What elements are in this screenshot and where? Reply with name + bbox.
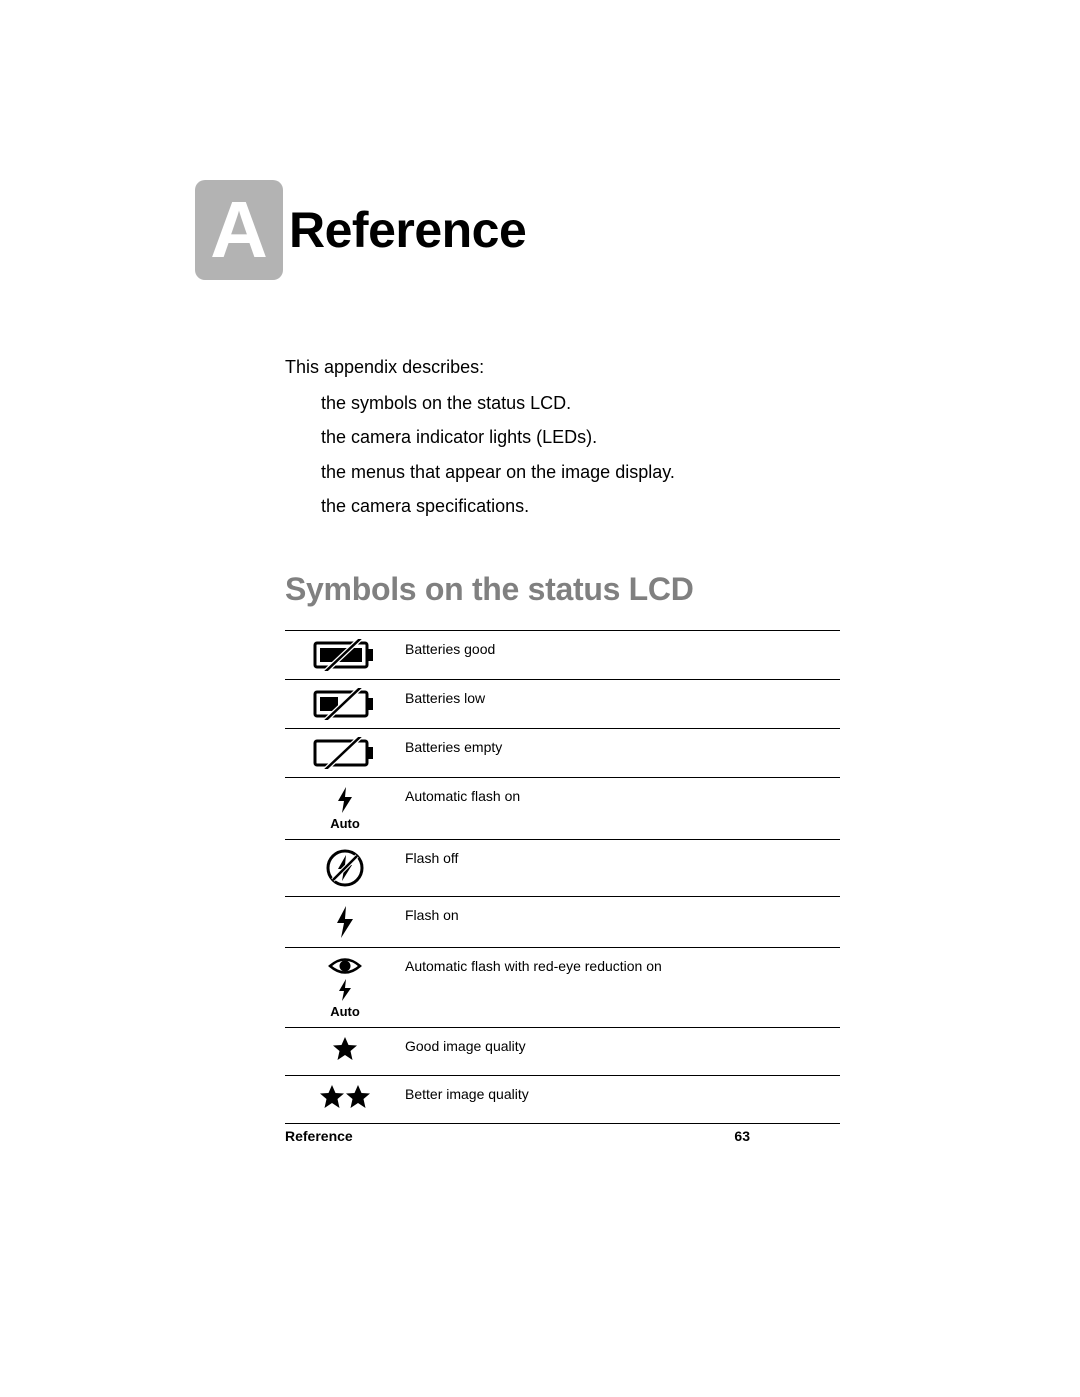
table-row: Auto Automatic flash with red-eye reduct… [285, 948, 840, 1028]
symbol-desc: Better image quality [405, 1082, 840, 1102]
table-row: Better image quality [285, 1076, 840, 1124]
battery-empty-icon [285, 735, 405, 769]
auto-label: Auto [330, 1004, 360, 1019]
symbol-desc: Automatic flash on [405, 784, 840, 804]
table-row: Flash off [285, 840, 840, 897]
intro-lead: This appendix describes: [285, 350, 885, 384]
table-row: Auto Automatic flash on [285, 778, 840, 840]
appendix-badge: A [195, 180, 283, 280]
heading-row: A Reference [195, 180, 885, 280]
battery-good-icon [285, 637, 405, 671]
symbol-desc: Flash off [405, 846, 840, 866]
symbol-desc: Batteries good [405, 637, 840, 657]
symbol-desc: Batteries empty [405, 735, 840, 755]
flash-on-icon [285, 903, 405, 939]
intro-item: the camera indicator lights (LEDs). [285, 420, 885, 454]
page-footer: Reference 63 [285, 1128, 750, 1144]
symbol-desc: Good image quality [405, 1034, 840, 1054]
table-row: Batteries good [285, 630, 840, 680]
symbol-desc: Automatic flash with red-eye reduction o… [405, 954, 840, 974]
flash-redeye-auto-icon: Auto [285, 954, 405, 1019]
table-row: Flash on [285, 897, 840, 948]
intro-block: This appendix describes: the symbols on … [285, 350, 885, 523]
intro-item: the symbols on the status LCD. [285, 386, 885, 420]
intro-item: the camera specifications. [285, 489, 885, 523]
flash-off-icon [285, 846, 405, 888]
main-title: Reference [289, 201, 526, 259]
page: A Reference This appendix describes: the… [0, 0, 1080, 1397]
footer-page-number: 63 [734, 1128, 750, 1144]
table-row: Batteries low [285, 680, 840, 729]
footer-label: Reference [285, 1128, 353, 1144]
auto-label: Auto [330, 816, 360, 831]
quality-better-icon [285, 1082, 405, 1110]
battery-low-icon [285, 686, 405, 720]
section-title: Symbols on the status LCD [285, 571, 885, 608]
flash-auto-icon: Auto [285, 784, 405, 831]
table-row: Good image quality [285, 1028, 840, 1076]
table-row: Batteries empty [285, 729, 840, 778]
symbol-desc: Flash on [405, 903, 840, 923]
symbols-table: Batteries good Batteries low [285, 630, 840, 1124]
symbol-desc: Batteries low [405, 686, 840, 706]
quality-good-icon [285, 1034, 405, 1062]
appendix-letter: A [210, 190, 268, 270]
intro-item: the menus that appear on the image displ… [285, 455, 885, 489]
